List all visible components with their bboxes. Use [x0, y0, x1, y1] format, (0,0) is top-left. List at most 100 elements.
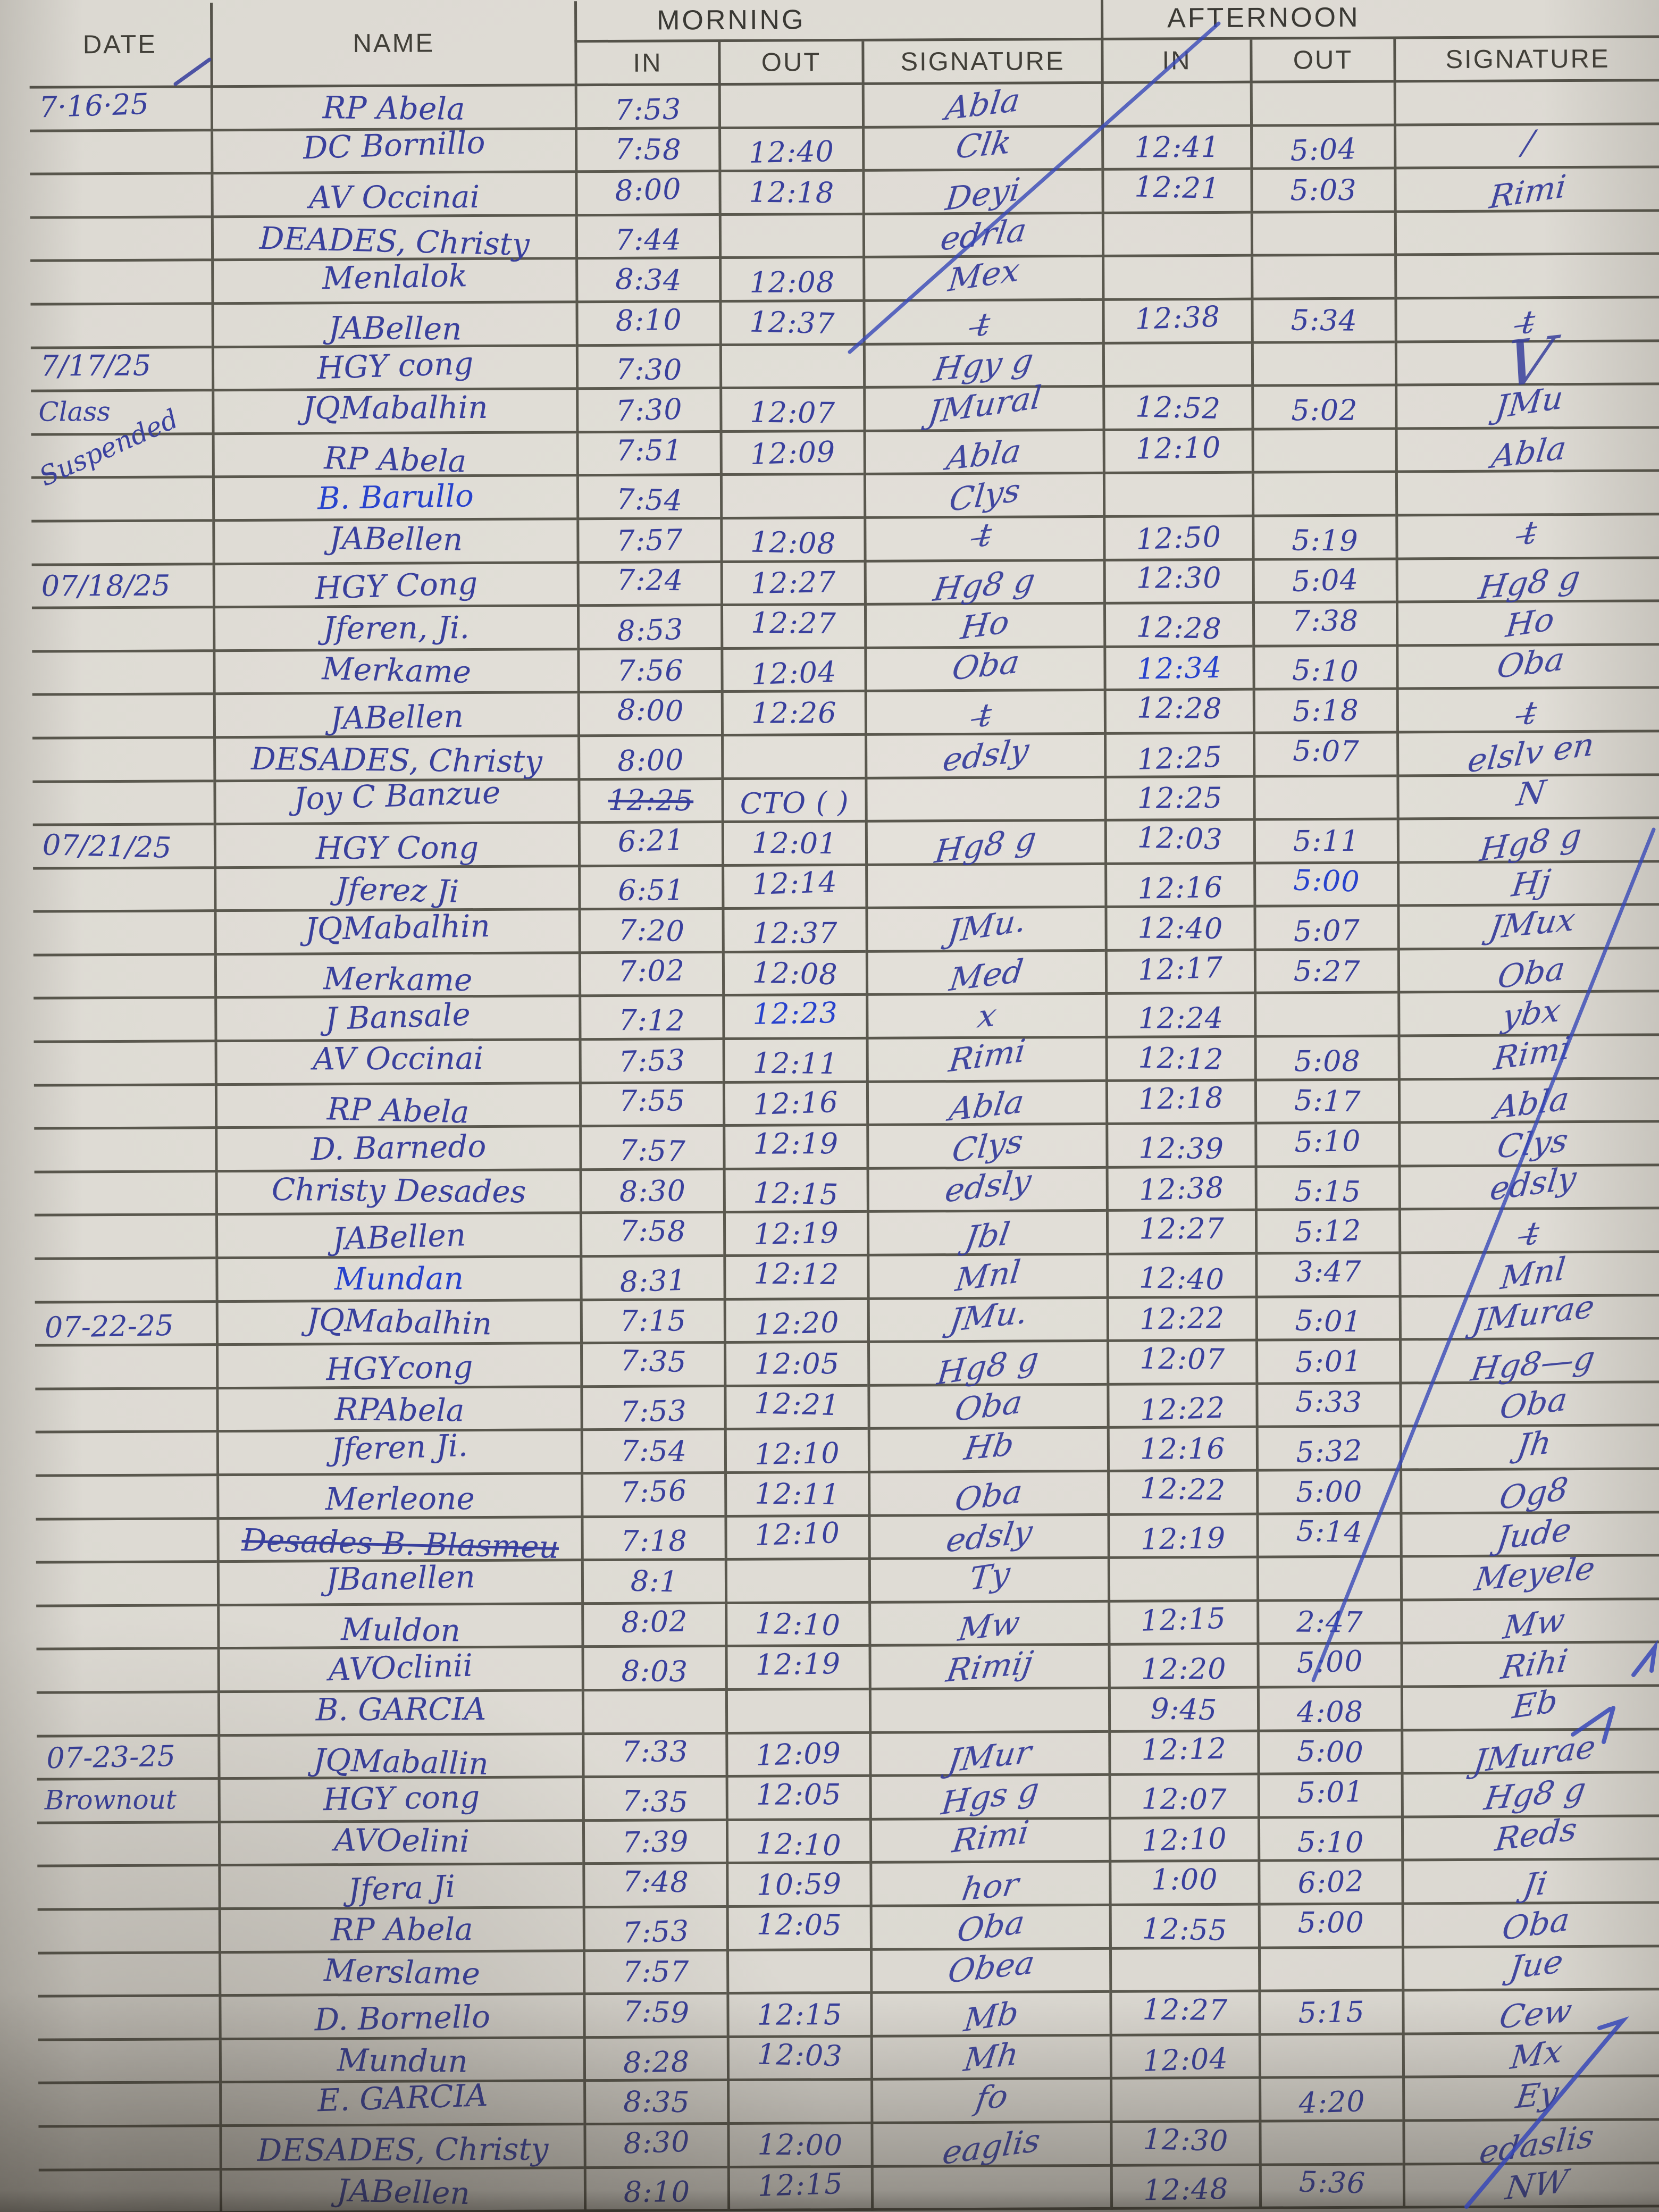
handwritten-entry: 5:01 — [1294, 1304, 1362, 1339]
afternoon-in-cell — [1107, 1558, 1257, 1603]
handwritten-entry: 7:57 — [616, 523, 684, 558]
morning-in-cell: 8:10 — [583, 2168, 728, 2212]
handwritten-entry: 7:35 — [619, 1344, 688, 1379]
handwritten-entry: HGYcong — [325, 1348, 473, 1387]
handwritten-entry: 12:10 — [755, 1606, 841, 1642]
handwritten-entry: 12:39 — [1138, 1131, 1225, 1166]
name-cell: JABellen — [219, 2168, 584, 2212]
handwritten-entry: Clys — [1494, 1121, 1571, 1166]
handwritten-entry: Abla — [1492, 1080, 1571, 1127]
afternoon-out-cell: 5:02 — [1251, 386, 1395, 431]
handwritten-entry: 5:32 — [1295, 1434, 1363, 1470]
table-row: Menlalok 8:34 12:08 Mex — [30, 252, 1659, 306]
morning-out-cell: 12:27 — [720, 562, 864, 607]
afternoon-out-cell: 5:00 — [1256, 1471, 1400, 1515]
name-cell: AV Occinai — [214, 1040, 579, 1086]
date-cell — [38, 2083, 220, 2128]
morning-out-cell: 12:27 — [720, 605, 865, 650]
afternoon-signature-cell: Eb — [1400, 1683, 1659, 1732]
table-row: B. GARCIA 9:45 4:08 Eb — [36, 1683, 1659, 1738]
handwritten-entry: 12:15 — [757, 1997, 843, 2032]
name-cell: DEADES, Christy — [211, 216, 576, 263]
handwritten-entry: 5:33 — [1295, 1385, 1363, 1419]
morning-signature-cell: Jbl — [866, 1212, 1107, 1256]
morning-out-cell — [724, 1560, 869, 1604]
morning-in-cell: 7:30 — [576, 389, 720, 433]
table-row: Desades B. Blasmeu 7:18 12:10 edsly 12:19 5:1… — [36, 1511, 1659, 1565]
handwritten-entry: Merslame — [323, 1952, 481, 1992]
date-cell — [33, 956, 215, 1000]
morning-in-cell: 8:03 — [581, 1647, 725, 1692]
afternoon-signature-cell: t̶ — [1396, 689, 1659, 734]
morning-in-cell: 8:02 — [581, 1604, 725, 1648]
morning-signature-cell: Ty — [868, 1555, 1108, 1604]
morning-out-cell: 12:05 — [724, 1343, 868, 1387]
handwritten-entry: 12:24 — [1138, 1001, 1224, 1035]
handwritten-entry: 12:05 — [756, 1907, 842, 1942]
morning-signature-cell: Hg8 g — [865, 820, 1105, 871]
handwritten-entry: 12:38 — [1134, 299, 1221, 336]
morning-in-header: IN — [574, 42, 718, 87]
handwritten-entry: Clys — [950, 1122, 1025, 1170]
date-cell — [35, 1346, 216, 1390]
date-header-label: DATE — [82, 30, 157, 59]
afternoon-signature-cell: Ey — [1402, 2074, 1659, 2122]
table-row: J Bansale 7:12 12:23 x 12:24 ybx — [33, 992, 1659, 1043]
handwritten-entry: 07-23-25 — [46, 1739, 176, 1775]
morning-in-cell: 7:54 — [580, 1430, 725, 1475]
afternoon-out-header: OUT — [1250, 39, 1394, 83]
afternoon-out-cell — [1250, 82, 1394, 127]
morning-in-cell: 7:02 — [578, 953, 723, 998]
handwritten-entry: 12:10 — [754, 1516, 841, 1553]
afternoon-in-cell: 12:27 — [1105, 1211, 1255, 1255]
morning-out-cell — [719, 345, 864, 390]
afternoon-in-cell: 12:12 — [1108, 1732, 1258, 1777]
afternoon-out-cell — [1251, 256, 1395, 300]
name-cell: JABellen — [215, 1214, 580, 1260]
handwritten-entry: JABellen — [331, 1216, 466, 1257]
table-row: D. Bornello 7:59 12:15 Mb 12:27 5:15 Cew — [38, 1990, 1659, 2041]
table-header: DATE NAME MORNING IN OUT SIGNATURE — [29, 0, 1659, 89]
morning-signature-cell: edsly — [866, 1162, 1106, 1213]
name-cell: AVOelini — [217, 1821, 583, 1867]
morning-signature-cell — [870, 2166, 1111, 2211]
afternoon-in-cell: 12:41 — [1101, 127, 1251, 171]
handwritten-entry: Abla — [1489, 429, 1569, 476]
handwritten-entry: t̶ — [1523, 1214, 1541, 1253]
afternoon-signature-cell: JMu — [1395, 380, 1659, 430]
handwritten-entry: 7:57 — [618, 1133, 686, 1169]
afternoon-out-cell: 5:01 — [1255, 1297, 1400, 1342]
handwritten-entry: 8:1 — [630, 1564, 679, 1599]
afternoon-signature-cell: / — [1394, 123, 1659, 170]
table-row: JABellen 8:00 12:26 t̶ 12:28 5:18 t̶ — [32, 689, 1659, 740]
morning-signature-cell: fo — [870, 2077, 1110, 2124]
morning-out-cell: 12:10 — [724, 1430, 868, 1474]
afternoon-in-cell — [1101, 83, 1251, 128]
morning-signature-cell: Oba — [869, 1904, 1110, 1951]
table-row: Merleone 7:56 12:11 Oba 12:22 5:00 Og8 — [36, 1470, 1659, 1521]
afternoon-signature-cell: t̶ — [1398, 1209, 1659, 1254]
date-cell — [36, 1649, 217, 1694]
morning-in-cell: 8:30 — [583, 2124, 727, 2169]
name-cell: RP Abela — [212, 433, 576, 480]
handwritten-entry: Abla — [944, 432, 1024, 478]
table-row: JABellen 8:10 12:37 t̶ 12:38 5:34 t̶ — [30, 298, 1659, 349]
table-row: JABellen 8:10 12:15 12:48 5:36 NW — [38, 2163, 1659, 2212]
name-cell: J Bansale — [214, 996, 579, 1043]
handwritten-entry: 5:07 — [1292, 734, 1360, 768]
handwritten-entry: 8:00 — [614, 172, 682, 208]
handwritten-entry: 12:05 — [754, 1347, 840, 1381]
name-cell: Joy C Banzue — [213, 774, 578, 826]
handwritten-entry: D. Barnedo — [310, 1127, 487, 1167]
handwritten-entry: 7:48 — [622, 1865, 689, 1899]
morning-signature-cell — [865, 865, 1105, 910]
handwritten-entry: 7:12 — [618, 1003, 685, 1038]
handwritten-entry: 12:48 — [1143, 2172, 1229, 2207]
handwritten-entry: 12:11 — [752, 1046, 839, 1081]
morning-out-cell: 12:09 — [725, 1733, 869, 1778]
handwritten-entry: Clk — [953, 123, 1014, 166]
morning-in-cell: 7:39 — [582, 1821, 726, 1865]
morning-out-cell: 12:10 — [725, 1820, 870, 1865]
morning-in-cell: 7:33 — [582, 1734, 726, 1779]
name-cell: RP Abela — [210, 86, 575, 131]
